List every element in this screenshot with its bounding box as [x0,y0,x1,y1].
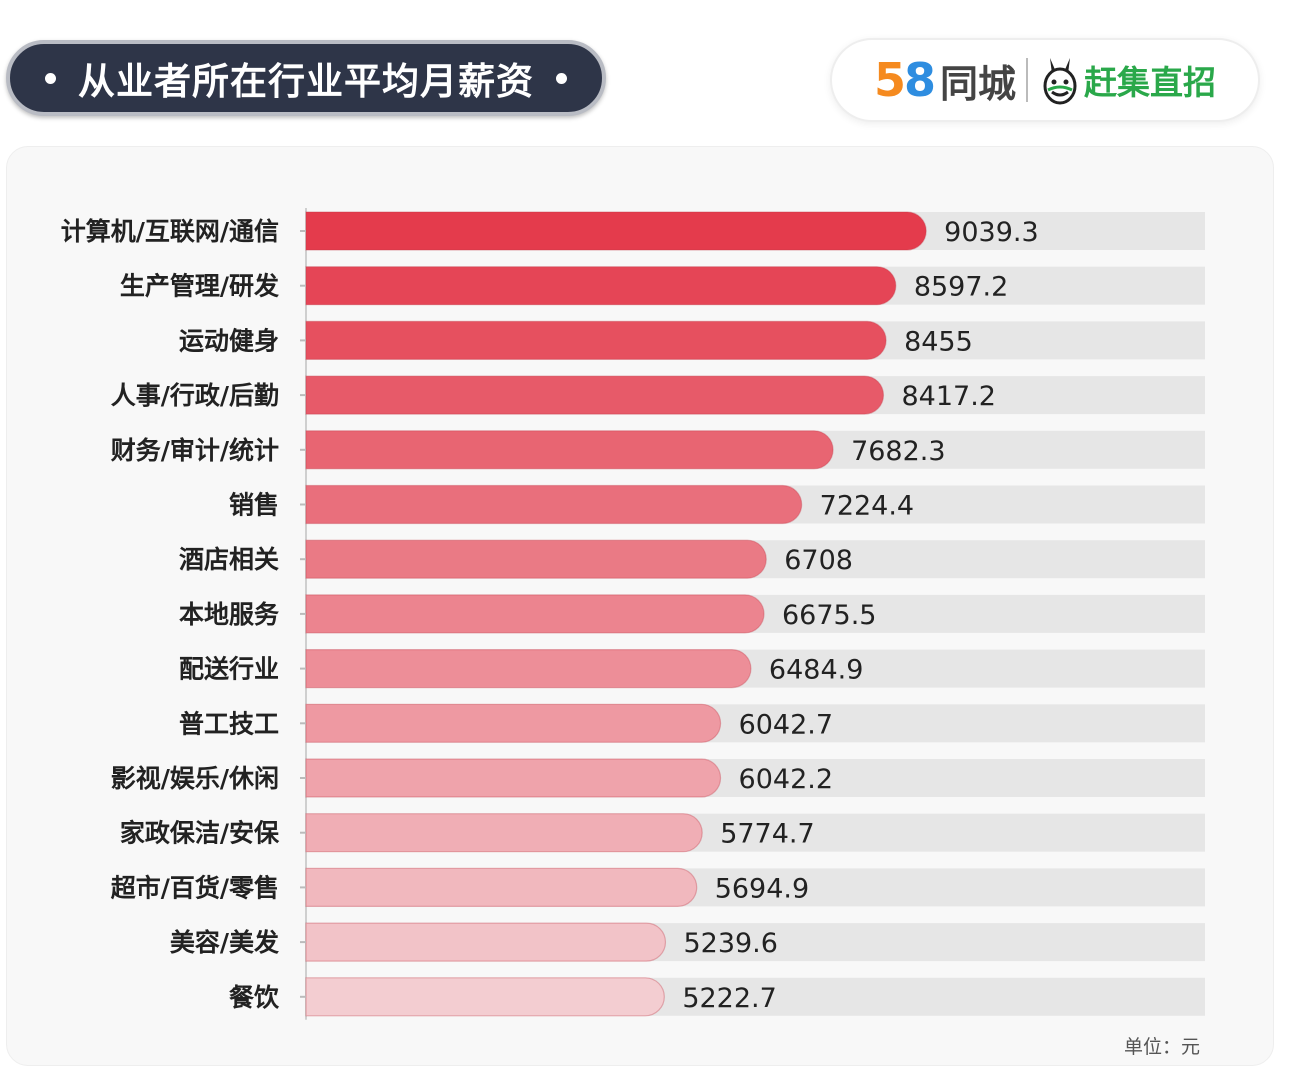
logo-58-digit-5: 5 [873,53,906,107]
bar [305,649,752,689]
bar [305,375,885,415]
logo-58: 58 [873,53,936,107]
bar [305,813,703,853]
data-label: 5239.6 [683,928,777,959]
category-label: 计算机/互联网/通信 [61,217,279,246]
category-label: 美容/美发 [170,928,279,957]
data-label: 8417.2 [901,381,995,412]
unit-label: 单位：元 [1123,1036,1200,1058]
data-label: 6708 [784,545,853,576]
logo-58-digit-8: 8 [903,53,936,107]
data-label: 9039.3 [944,217,1038,248]
bar [305,211,927,251]
data-label: 6484.9 [769,655,863,686]
category-label: 人事/行政/后勤 [111,381,279,410]
ganji-donkey-icon [1043,58,1077,105]
category-label: 财务/审计/统计 [111,436,279,465]
bar [305,320,887,360]
category-label: 影视/娱乐/休闲 [111,764,279,793]
title-banner: 从业者所在行业平均月薪资 [6,40,606,116]
logo-ganji-text: 赶集直招 [1084,63,1217,102]
category-label: 家政保洁/安保 [120,819,280,848]
bar [305,922,666,962]
category-label: 普工技工 [179,709,279,738]
bullet-dot-right [556,72,567,84]
brand-logo-badge: 58 同城 赶集直招 [830,38,1260,122]
category-label: 超市/百货/零售 [111,873,279,902]
category-label: 配送行业 [179,655,279,684]
bar [305,977,665,1017]
bar [305,266,897,306]
category-label: 运动健身 [179,326,279,355]
category-label: 本地服务 [179,600,279,629]
data-label: 7224.4 [820,491,914,522]
bar [305,867,698,907]
page-title: 从业者所在行业平均月薪资 [78,60,534,103]
data-label: 8455 [904,326,973,357]
bar [305,430,834,470]
data-label: 5694.9 [715,873,809,904]
category-label: 酒店相关 [179,545,279,574]
bar [305,594,765,634]
bullet-dot-left [45,72,56,84]
category-label: 餐饮 [229,983,280,1012]
data-label: 6042.7 [739,709,833,740]
data-label: 6675.5 [782,600,876,631]
logo-tongcheng-text: 同城 [940,61,1017,106]
data-label: 8597.2 [914,272,1008,303]
category-label: 销售 [229,491,279,520]
category-label: 生产管理/研发 [120,272,279,301]
bar [305,484,803,525]
bar [305,703,722,743]
data-label: 6042.2 [739,764,833,795]
data-label: 7682.3 [851,436,945,467]
bar [305,758,722,798]
bar [305,539,767,579]
data-label: 5222.7 [682,983,776,1014]
data-label: 5774.7 [720,819,814,850]
logo-divider [1026,58,1029,102]
